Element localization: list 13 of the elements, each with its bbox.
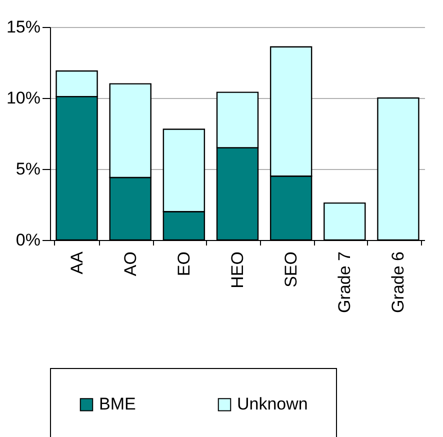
y-tick-label: 10% (6, 88, 40, 108)
x-tick-label: Grade 7 (335, 252, 354, 313)
x-tick-label: HEO (228, 252, 247, 288)
y-tick-label: 15% (6, 18, 40, 36)
y-tick-label: 5% (16, 160, 40, 178)
x-tick-label: AO (120, 252, 140, 276)
x-tick-label: SEO (282, 252, 301, 288)
x-tick-label: EO (174, 252, 194, 276)
legend-label: BME (99, 394, 136, 414)
x-tick-label: AA (67, 250, 86, 274)
y-tick-label: 0% (16, 230, 40, 250)
legend-label: Unknown (237, 394, 308, 414)
x-tick-label: Grade 6 (388, 252, 408, 313)
